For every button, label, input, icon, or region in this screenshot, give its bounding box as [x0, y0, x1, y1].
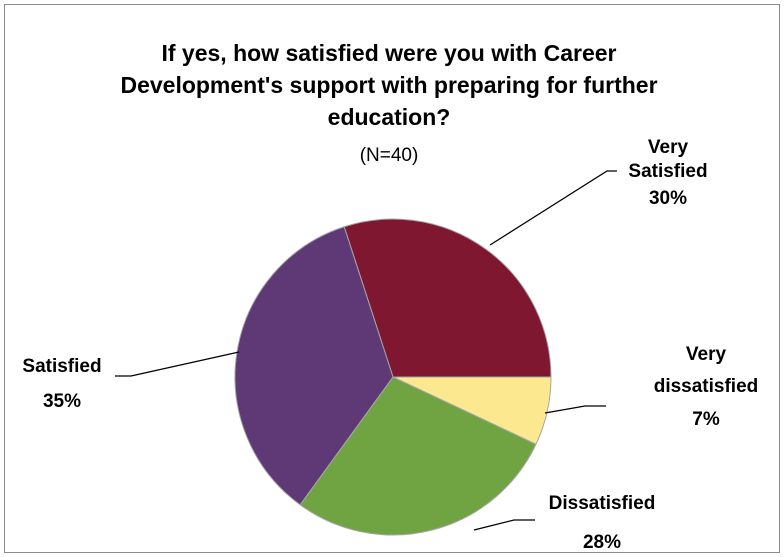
- leader-line: [489, 170, 617, 246]
- slice-category-label: Very: [648, 137, 689, 158]
- chart-subtitle: (N=40): [360, 145, 419, 166]
- pie-slice-very-satisfied: [343, 218, 552, 378]
- slice-category-label: Dissatisfied: [549, 493, 656, 514]
- slice-value-label: 30%: [649, 188, 687, 209]
- slice-category-label: Very: [686, 344, 727, 365]
- slice-category-label: dissatisfied: [654, 376, 759, 397]
- leader-line: [473, 519, 535, 531]
- chart-title-line: Development's support with preparing for…: [120, 72, 657, 98]
- chart-area: If yes, how satisfied were you with Care…: [4, 4, 780, 553]
- slice-category-label: Satisfied: [628, 161, 707, 182]
- slice-value-label: 28%: [583, 532, 621, 553]
- slice-category-label: Satisfied: [22, 356, 101, 377]
- slice-value-label: 35%: [43, 391, 81, 412]
- leader-line: [115, 351, 240, 377]
- leader-line: [544, 405, 606, 414]
- pie-slices: [234, 218, 552, 536]
- pie-chart: If yes, how satisfied were you with Care…: [22, 40, 758, 553]
- chart-title-line: education?: [328, 104, 451, 130]
- slice-value-label: 7%: [692, 409, 720, 430]
- chart-title: If yes, how satisfied were you with Care…: [120, 40, 657, 130]
- leader-lines: [115, 170, 617, 531]
- chart-title-line: If yes, how satisfied were you with Care…: [161, 40, 616, 66]
- pie-slice-dissatisfied: [299, 376, 537, 536]
- data-labels: Very Satisfied 30% Very dissatisfied 7% Dissat…: [22, 137, 758, 553]
